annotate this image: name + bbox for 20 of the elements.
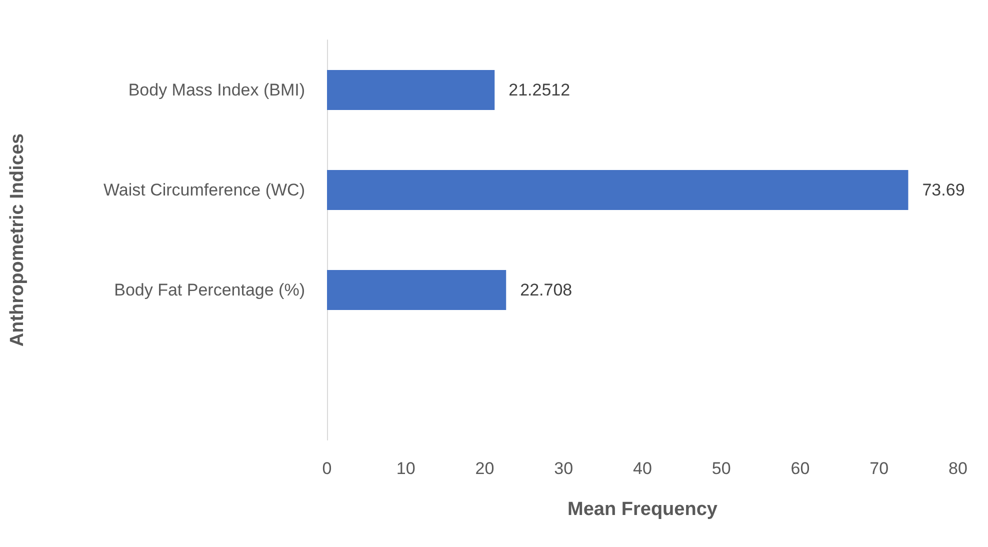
x-tick-label: 30 <box>554 459 574 478</box>
y-tick-label: Body Fat Percentage (%) <box>114 280 305 300</box>
x-tick-label: 20 <box>475 459 494 478</box>
bar <box>327 170 908 210</box>
y-axis-title: Anthropometric Indices <box>7 133 28 347</box>
x-tick-label: 0 <box>322 459 332 478</box>
y-tick-label: Body Mass Index (BMI) <box>128 80 305 100</box>
x-tick-label: 60 <box>790 459 810 478</box>
data-label: 73.69 <box>922 180 965 200</box>
x-tick-label: 50 <box>712 459 731 478</box>
bar <box>327 70 495 110</box>
x-tick-label: 70 <box>870 459 889 478</box>
bar <box>327 270 506 310</box>
x-tick-label: 10 <box>396 459 416 478</box>
y-tick-label: Waist Circumference (WC) <box>104 180 305 200</box>
data-label: 21.2512 <box>508 80 570 100</box>
data-label: 22.708 <box>520 280 572 300</box>
x-tick-label: 80 <box>948 459 968 478</box>
x-tick-label: 40 <box>633 459 652 478</box>
x-axis-title: Mean Frequency <box>568 499 718 520</box>
